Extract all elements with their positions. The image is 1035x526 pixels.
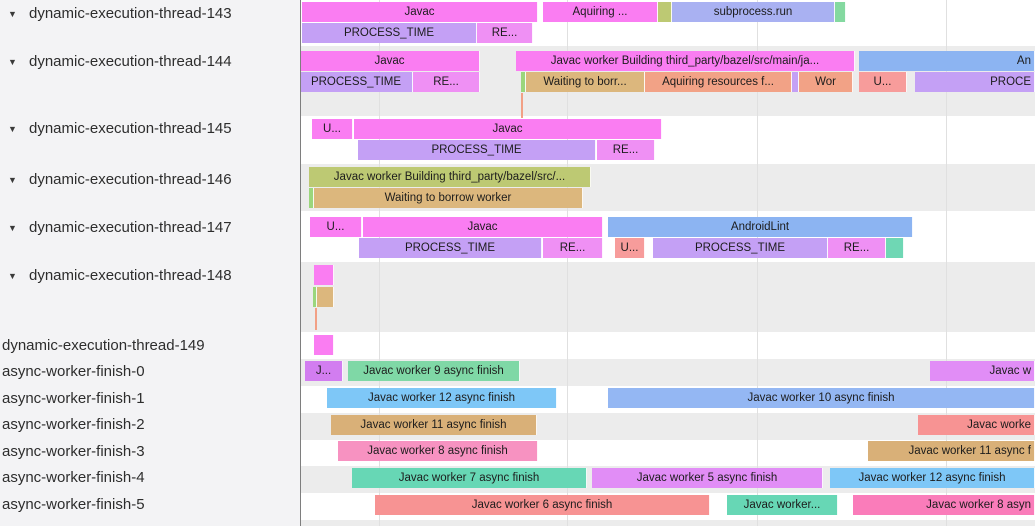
trace-slice[interactable]: Javac	[300, 51, 480, 71]
trace-slice[interactable]: RE...	[597, 140, 655, 160]
track-name: dynamic-execution-thread-147	[29, 219, 232, 236]
track-name: async-worker-finish-3	[2, 443, 145, 460]
trace-slice[interactable]: Javac worker 8 async finish	[338, 441, 538, 461]
expander-icon[interactable]: ▼	[8, 124, 17, 134]
trace-slice[interactable]: PROCESS_TIME	[300, 72, 413, 92]
track-name: async-worker-finish-1	[2, 390, 145, 407]
trace-slice[interactable]: Javac	[363, 217, 603, 237]
trace-slice[interactable]: PROCESS_TIME	[358, 140, 596, 160]
instant-marker	[315, 308, 317, 330]
track-label-row[interactable]: ▼ dynamic-execution-thread-147	[0, 218, 300, 238]
trace-slice[interactable]	[313, 287, 317, 307]
track-label-row[interactable]: async-worker-finish-3	[0, 442, 300, 462]
trace-slice[interactable]: Javac worker 11 async finish	[331, 415, 537, 435]
expander-icon[interactable]: ▼	[8, 271, 17, 281]
trace-slice[interactable]: Javac worker 11 async f	[868, 441, 1035, 461]
track-label-row[interactable]: async-worker-finish-4	[0, 468, 300, 488]
track-name: async-worker-finish-2	[2, 416, 145, 433]
track-label-row[interactable]: async-worker-finish-0	[0, 362, 300, 382]
trace-slice[interactable]: Javac worker 6 async finish	[375, 495, 710, 515]
trace-slice[interactable]: Waiting to borrow worker	[314, 188, 583, 208]
trace-slice[interactable]: RE...	[477, 23, 533, 43]
trace-slice[interactable]	[658, 2, 672, 22]
trace-slice[interactable]: Javac worker 10 async finish	[608, 388, 1035, 408]
trace-slice[interactable]	[886, 238, 904, 258]
track-label-row[interactable]: dynamic-execution-thread-149	[0, 336, 300, 356]
row-background	[301, 520, 1035, 526]
trace-slice[interactable]: U...	[310, 217, 362, 237]
row-background	[301, 332, 1035, 359]
track-name: dynamic-execution-thread-143	[29, 5, 232, 22]
expander-icon[interactable]: ▼	[8, 175, 17, 185]
trace-slice[interactable]: Javac worker Building third_party/bazel/…	[516, 51, 855, 71]
trace-slice[interactable]: RE...	[543, 238, 603, 258]
trace-slice[interactable]	[314, 265, 334, 285]
expander-icon[interactable]: ▼	[8, 9, 17, 19]
track-name: dynamic-execution-thread-146	[29, 171, 232, 188]
trace-slice[interactable]	[521, 72, 526, 92]
track-name: dynamic-execution-thread-145	[29, 120, 232, 137]
trace-slice[interactable]: Aquiring resources f...	[645, 72, 792, 92]
track-label-row[interactable]: async-worker-finish-5	[0, 495, 300, 515]
track-name: async-worker-finish-0	[2, 363, 145, 380]
instant-marker	[521, 93, 523, 118]
track-label-row[interactable]: ▼ dynamic-execution-thread-148	[0, 266, 300, 286]
trace-slice[interactable]: Javac worker Building third_party/bazel/…	[309, 167, 591, 187]
track-label-row[interactable]: ▼ dynamic-execution-thread-143	[0, 4, 300, 24]
time-gridline	[946, 0, 947, 526]
track-label-row[interactable]: ▼ dynamic-execution-thread-145	[0, 119, 300, 139]
trace-slice[interactable]: AndroidLint	[608, 217, 913, 237]
trace-slice[interactable]: J...	[305, 361, 343, 381]
trace-slice[interactable]: subprocess.run	[672, 2, 835, 22]
trace-slice[interactable]: PROCESS_TIME	[359, 238, 542, 258]
time-gridline	[379, 0, 380, 526]
trace-slice[interactable]: Javac worker 12 async finish	[830, 468, 1035, 488]
track-label-row[interactable]: ▼ dynamic-execution-thread-144	[0, 52, 300, 72]
trace-slice[interactable]: Javac	[302, 2, 538, 22]
trace-slice[interactable]: Javac	[354, 119, 662, 139]
trace-slice[interactable]: U...	[312, 119, 353, 139]
trace-slice[interactable]: Waiting to borr...	[526, 72, 645, 92]
track-name: dynamic-execution-thread-144	[29, 53, 232, 70]
trace-slice[interactable]: RE...	[828, 238, 886, 258]
trace-slice[interactable]: Wor	[799, 72, 853, 92]
trace-slice[interactable]: PROCE	[915, 72, 1035, 92]
time-gridline	[757, 0, 758, 526]
track-name: async-worker-finish-5	[2, 496, 145, 513]
trace-slice[interactable]: An	[859, 51, 1035, 71]
trace-slice[interactable]	[309, 188, 314, 208]
track-label-row[interactable]: async-worker-finish-2	[0, 415, 300, 435]
track-name: dynamic-execution-thread-148	[29, 267, 232, 284]
trace-slice[interactable]: Javac worke	[918, 415, 1035, 435]
expander-icon[interactable]: ▼	[8, 57, 17, 67]
track-name: async-worker-finish-4	[2, 469, 145, 486]
trace-slice[interactable]: Javac worker 7 async finish	[352, 468, 587, 488]
trace-slice[interactable]: U...	[615, 238, 645, 258]
trace-slice[interactable]: U...	[859, 72, 907, 92]
trace-slice[interactable]	[792, 72, 799, 92]
trace-slice[interactable]: PROCESS_TIME	[302, 23, 477, 43]
trace-slice[interactable]: Javac worker 5 async finish	[592, 468, 823, 488]
trace-slice[interactable]: Javac worker 8 asyn	[853, 495, 1035, 515]
trace-slice[interactable]: Javac worker...	[727, 495, 838, 515]
trace-slice[interactable]: Javac w	[930, 361, 1035, 381]
trace-slice[interactable]: PROCESS_TIME	[653, 238, 828, 258]
trace-slice[interactable]: Javac worker 12 async finish	[327, 388, 557, 408]
trace-slice[interactable]	[317, 287, 334, 307]
track-label-row[interactable]: async-worker-finish-1	[0, 389, 300, 409]
track-name: dynamic-execution-thread-149	[2, 337, 205, 354]
expander-icon[interactable]: ▼	[8, 223, 17, 233]
trace-slice[interactable]	[835, 2, 846, 22]
track-name-panel: ▼ dynamic-execution-thread-143 ▼ dynamic-ex…	[0, 0, 301, 526]
trace-slice[interactable]: RE...	[413, 72, 480, 92]
track-label-row[interactable]: ▼ dynamic-execution-thread-146	[0, 170, 300, 190]
row-background	[301, 262, 1035, 332]
trace-slice[interactable]: Aquiring ...	[543, 2, 658, 22]
trace-slice[interactable]	[314, 335, 334, 355]
trace-slice[interactable]: Javac worker 9 async finish	[348, 361, 520, 381]
time-gridline	[567, 0, 568, 526]
